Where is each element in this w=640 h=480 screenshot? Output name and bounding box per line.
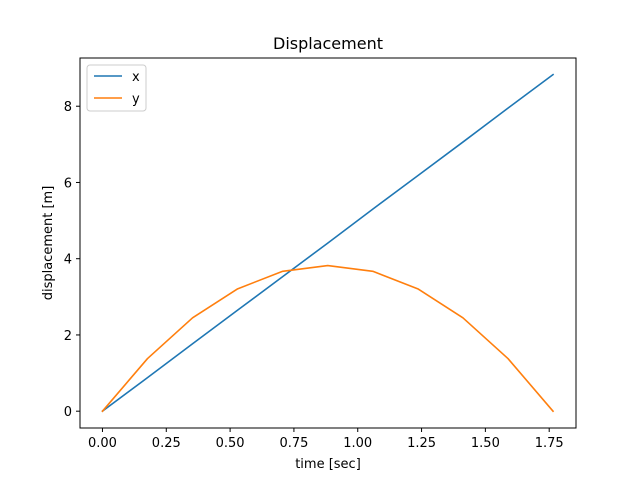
y-tick-label: 0 [64,405,72,420]
y-tick-label: 8 [64,100,72,115]
x-axis-ticks: 0.00 0.25 0.50 0.75 1.00 1.25 1.50 1.75 [88,428,564,451]
x-tick-label: 1.50 [471,436,500,451]
x-tick-label: 1.25 [407,436,436,451]
series-line-x [101,73,555,413]
chart-title: Displacement [273,34,383,53]
y-tick-label: 6 [64,176,72,191]
x-tick-label: 1.00 [343,436,372,451]
y-tick-label: 4 [64,253,72,268]
x-tick-label: 0.25 [152,436,181,451]
axes-frame [79,57,577,429]
legend-label-y: y [132,92,140,107]
y-axis-ticks: 0 2 4 6 8 [64,100,80,420]
y-axis-label: displacement [m] [41,186,56,301]
plot-area [101,73,555,413]
x-tick-label: 1.75 [535,436,564,451]
series-line-y [101,264,555,413]
x-axis-label: time [sec] [295,457,361,472]
x-tick-label: 0.00 [88,436,117,451]
legend: x y [86,64,147,112]
x-tick-label: 0.75 [279,436,308,451]
y-tick-label: 2 [64,329,72,344]
x-tick-label: 0.50 [216,436,245,451]
legend-label-x: x [132,70,140,85]
